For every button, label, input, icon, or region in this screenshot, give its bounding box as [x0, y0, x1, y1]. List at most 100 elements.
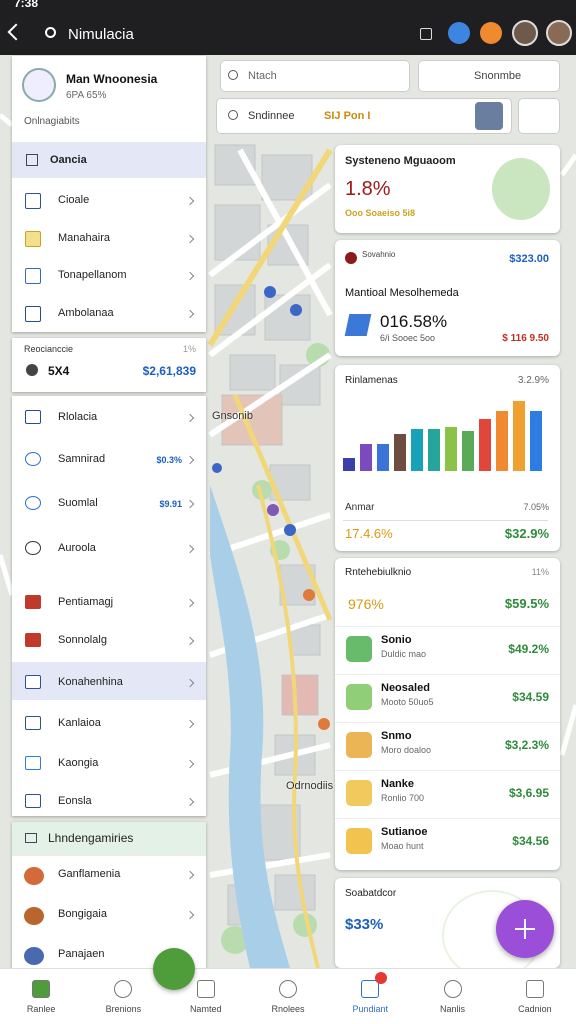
list-row[interactable]: [335, 770, 560, 818]
row-icon: [346, 732, 372, 758]
list-row[interactable]: [335, 674, 560, 722]
avatar[interactable]: [546, 20, 572, 46]
menu-label: Pentiamagj: [58, 596, 114, 608]
row-value: $3,2.3%: [504, 738, 549, 752]
menu-label: Ambolanaa: [58, 306, 114, 319]
filter-tag: SIJ Pon I: [324, 110, 371, 122]
menu-label: Kaongia: [58, 757, 99, 769]
list-row[interactable]: [335, 626, 560, 674]
card-illustration: [492, 158, 550, 220]
status-time: 7:38: [14, 0, 39, 10]
menu-label: Ganflamenia: [58, 868, 121, 880]
card-title: Soabatdcor: [345, 888, 397, 899]
nav-icon: [443, 980, 462, 998]
row-value: $34.56: [512, 834, 549, 848]
summary-label: Reocianccie: [24, 344, 74, 354]
filter-box[interactable]: [216, 98, 512, 134]
map-label: Odrnodiis: [286, 780, 334, 792]
list-row[interactable]: [335, 818, 560, 866]
card-icon: [344, 314, 372, 336]
close-button[interactable]: [178, 72, 192, 86]
chart-title: Rinlamenas: [345, 375, 398, 386]
nav-label: Brenions: [105, 1004, 142, 1014]
row-value: $3,6.95: [508, 786, 549, 800]
menu-item[interactable]: [12, 781, 206, 819]
row-name: Nanke: [381, 778, 415, 790]
menu-icon: [25, 305, 41, 322]
row-detail: Moao hunt: [381, 841, 424, 851]
nav-icon: [196, 980, 215, 998]
blue-action[interactable]: [448, 22, 470, 44]
row-value: $49.2%: [508, 642, 549, 656]
search-icon: [228, 70, 238, 80]
row-detail: Mooto 50uo5: [381, 697, 434, 707]
menu-label: Tonapellanom: [58, 269, 127, 281]
menu-icon: [24, 867, 44, 885]
filter-input: Sndinnee: [248, 110, 295, 122]
menu-icon: [25, 452, 41, 466]
status-dot: [345, 252, 357, 264]
search-box[interactable]: [418, 60, 560, 92]
menu-label: Eonsla: [58, 795, 92, 807]
menu-item[interactable]: [12, 180, 206, 217]
menu-item[interactable]: [12, 397, 206, 435]
section-header[interactable]: [12, 822, 206, 856]
map-button[interactable]: [153, 948, 195, 990]
card-note: 6/i Sooec 5oo: [380, 333, 436, 343]
menu-icon: [25, 595, 41, 609]
chart-bar: [530, 411, 542, 471]
summary-amount: $2,61,839: [142, 364, 196, 378]
search-box[interactable]: [220, 60, 410, 92]
row-icon: [346, 780, 372, 806]
nav-label: Namted: [189, 1004, 222, 1014]
search-icon: [228, 110, 238, 120]
tab-icon[interactable]: [420, 28, 432, 40]
chart-bar: [462, 431, 474, 471]
chart-bar: [479, 419, 491, 471]
row-name: Neosaled: [381, 682, 430, 694]
section-header[interactable]: [12, 142, 206, 178]
row-name: Sutianoe: [381, 826, 428, 838]
menu-icon: [25, 268, 41, 284]
row-name: Snmo: [381, 730, 412, 742]
nav-label: Pundiant: [352, 1004, 389, 1014]
card-change: $ 116 9.50: [502, 333, 549, 344]
menu-icon: [25, 193, 41, 209]
chart-bar: [343, 458, 355, 471]
search-icon[interactable]: [45, 27, 56, 38]
filter-button[interactable]: [518, 98, 560, 134]
card-amount: $323.00: [509, 253, 549, 265]
logo: [22, 68, 56, 102]
menu-label: Kanlaioa: [58, 717, 101, 729]
chart-right-value: $32.9%: [504, 526, 549, 541]
icon: [25, 833, 37, 843]
orange-action[interactable]: [480, 22, 502, 44]
row-detail: Moro doaloo: [381, 745, 432, 755]
nav-icon: [525, 980, 544, 998]
nav-icon: [114, 980, 133, 998]
card-value: 016.58%: [380, 312, 448, 331]
nav-label: Ranlee: [26, 1004, 56, 1014]
card-title: Mantioal Mesolhemeda: [345, 287, 459, 299]
chart-bar: [411, 429, 423, 471]
menu-label: Samnirad: [58, 453, 106, 465]
menu-item[interactable]: [12, 743, 206, 781]
card-value: 1.8%: [345, 178, 391, 200]
card[interactable]: [335, 240, 560, 356]
panel-title: Man Wnoonesia: [66, 72, 158, 86]
menu-icon: [25, 794, 41, 808]
menu-item[interactable]: [12, 662, 206, 700]
card-label: Sovahnio: [362, 250, 396, 259]
avatar[interactable]: [512, 20, 538, 46]
menu-label: Panajaen: [58, 948, 105, 960]
menu-item[interactable]: [12, 703, 206, 741]
summary-percent: 1%: [182, 344, 196, 354]
row-value: $34.59: [512, 690, 549, 704]
list-row[interactable]: [335, 722, 560, 770]
chart-footer-change: 7.05%: [523, 502, 549, 512]
menu-icon: [25, 716, 41, 730]
menu-item[interactable]: [12, 528, 206, 566]
list-percent: 11%: [531, 567, 549, 577]
row-icon: [346, 636, 372, 662]
menu-item[interactable]: [12, 620, 206, 658]
